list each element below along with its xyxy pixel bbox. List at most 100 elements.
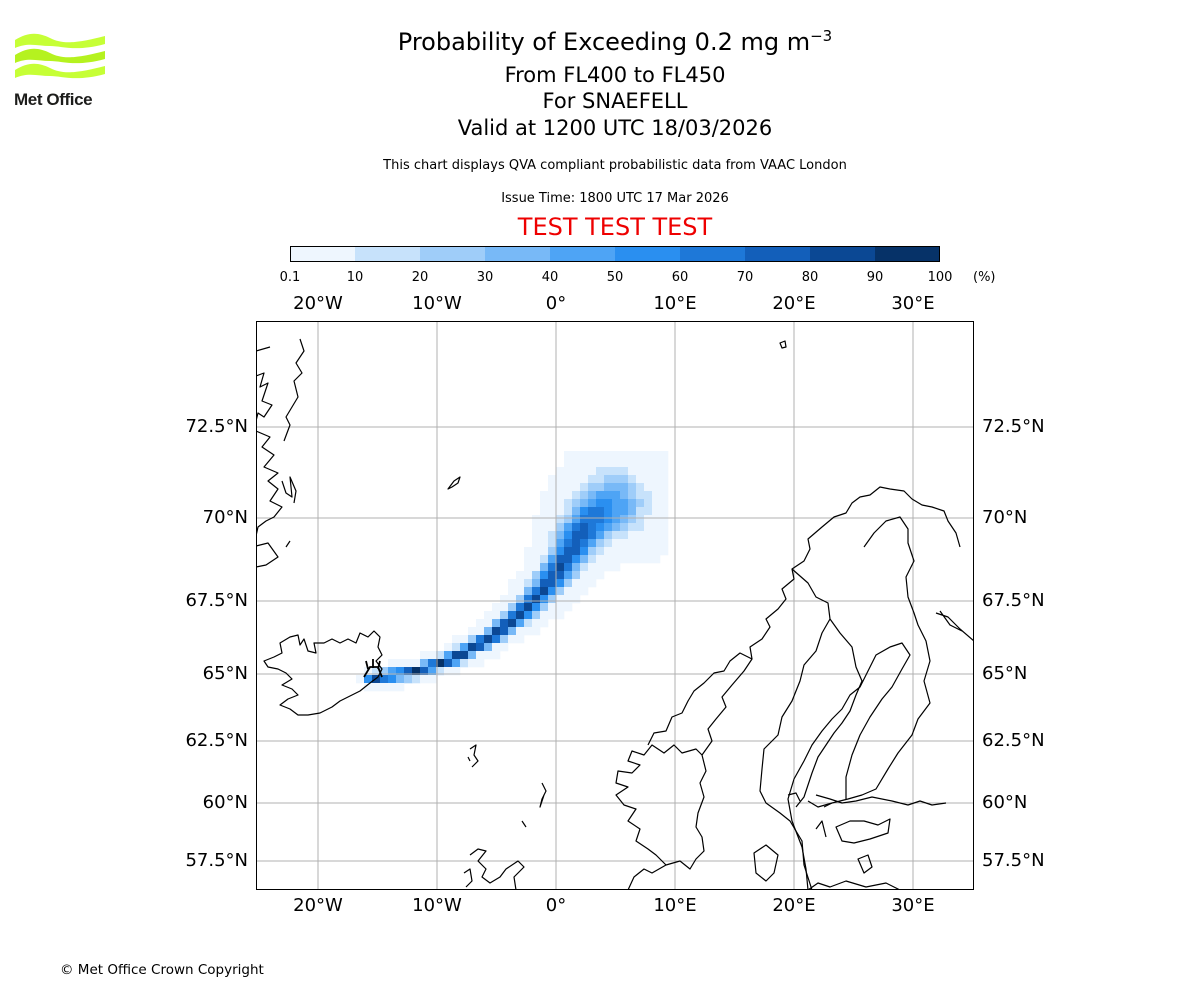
plume-cell [612, 507, 621, 516]
plume-cell [556, 579, 565, 588]
lat-label-right: 60°N [982, 792, 1028, 813]
plume-cell [484, 651, 493, 660]
plume-cell [532, 579, 541, 588]
plume-cell [572, 531, 581, 540]
plume-cell [524, 603, 533, 612]
colorbar-tick-label: 60 [671, 270, 689, 285]
plume-cell [492, 651, 501, 660]
plume-cell [620, 475, 629, 484]
plume-cell [404, 667, 413, 676]
plume-cell [548, 587, 557, 596]
plume-cell [604, 507, 613, 516]
plume-cell [372, 667, 381, 676]
plume-cell [556, 515, 565, 524]
plume-cell [484, 635, 493, 644]
graticule [256, 321, 974, 890]
plume-cell [580, 491, 589, 500]
plume-cell [636, 499, 645, 508]
plume-cell [460, 643, 469, 652]
plume-cell [588, 555, 597, 564]
plume-cell [444, 643, 453, 652]
plume-cell [572, 475, 581, 484]
plume-cell [564, 467, 573, 476]
plume-cell [524, 571, 533, 580]
coast-jan-mayen [447, 476, 461, 490]
plume-cell [556, 595, 565, 604]
plume-cell [468, 659, 477, 668]
plume-cell [564, 515, 573, 524]
plume-cell [548, 531, 557, 540]
plume-cell [572, 595, 581, 604]
plume-cell [572, 499, 581, 508]
colorbar-swatch [615, 246, 681, 262]
plume-cell [524, 547, 533, 556]
plume-cell [636, 515, 645, 524]
plume-cell [588, 467, 597, 476]
lat-label-left: 70°N [202, 507, 248, 528]
plume-cell [620, 459, 629, 468]
plume-cell [532, 539, 541, 548]
plume-cell [468, 643, 477, 652]
met-office-logo [14, 30, 106, 110]
plume-cell [556, 467, 565, 476]
plume-cell [580, 579, 589, 588]
plume-cell [476, 659, 485, 668]
plume-cell [620, 547, 629, 556]
map-frame [256, 321, 974, 890]
plume-cell [540, 547, 549, 556]
volcano-name: For SNAEFELL [542, 89, 688, 113]
plume-cell [652, 515, 661, 524]
lon-label-bottom: 0° [545, 895, 567, 916]
plume-cell [612, 563, 621, 572]
plume-cell [524, 611, 533, 620]
plume-cell [612, 451, 621, 460]
plume-cell [652, 475, 661, 484]
plume-cell [540, 579, 549, 588]
plume-cell [564, 587, 573, 596]
plume-cell [612, 467, 621, 476]
plume-cell [660, 523, 669, 532]
lat-label-right: 72.5°N [982, 416, 1045, 437]
plume-cell [476, 627, 485, 636]
plume-cell [524, 619, 533, 628]
plume-cell [516, 587, 525, 596]
plume-cell [356, 675, 365, 684]
plume-cell [548, 507, 557, 516]
plume-cell [644, 483, 653, 492]
plume-cell [548, 595, 557, 604]
plume-cell [540, 515, 549, 524]
plume-cell [548, 563, 557, 572]
plume-cell [612, 499, 621, 508]
plume-cell [436, 667, 445, 676]
plume-cell [660, 483, 669, 492]
plume-cell [460, 659, 469, 668]
plume-cell [452, 667, 461, 676]
plume-cell [644, 531, 653, 540]
plume-cell [588, 539, 597, 548]
plume-cell [540, 611, 549, 620]
logo-text: Met Office [14, 90, 93, 109]
plume-cell [556, 523, 565, 532]
plume-cell [588, 451, 597, 460]
plume-cell [628, 547, 637, 556]
plume-cell [652, 451, 661, 460]
plume-cell [428, 651, 437, 660]
plume-cell [596, 467, 605, 476]
plume-cell [508, 579, 517, 588]
plume-cell [588, 475, 597, 484]
lon-label-top: 10°W [412, 293, 462, 314]
plume-cell [548, 579, 557, 588]
plume-cell [580, 475, 589, 484]
lat-label-right: 70°N [982, 507, 1028, 528]
plume-cell [396, 683, 405, 692]
plume-cell [612, 555, 621, 564]
plume-cell [604, 523, 613, 532]
plume-cell [580, 555, 589, 564]
map-panel[interactable] [256, 321, 974, 890]
plume-cell [636, 523, 645, 532]
plume-cell [492, 619, 501, 628]
plume-cell [628, 467, 637, 476]
plume-cell [564, 563, 573, 572]
plume-cell [588, 547, 597, 556]
plume-cell [548, 539, 557, 548]
